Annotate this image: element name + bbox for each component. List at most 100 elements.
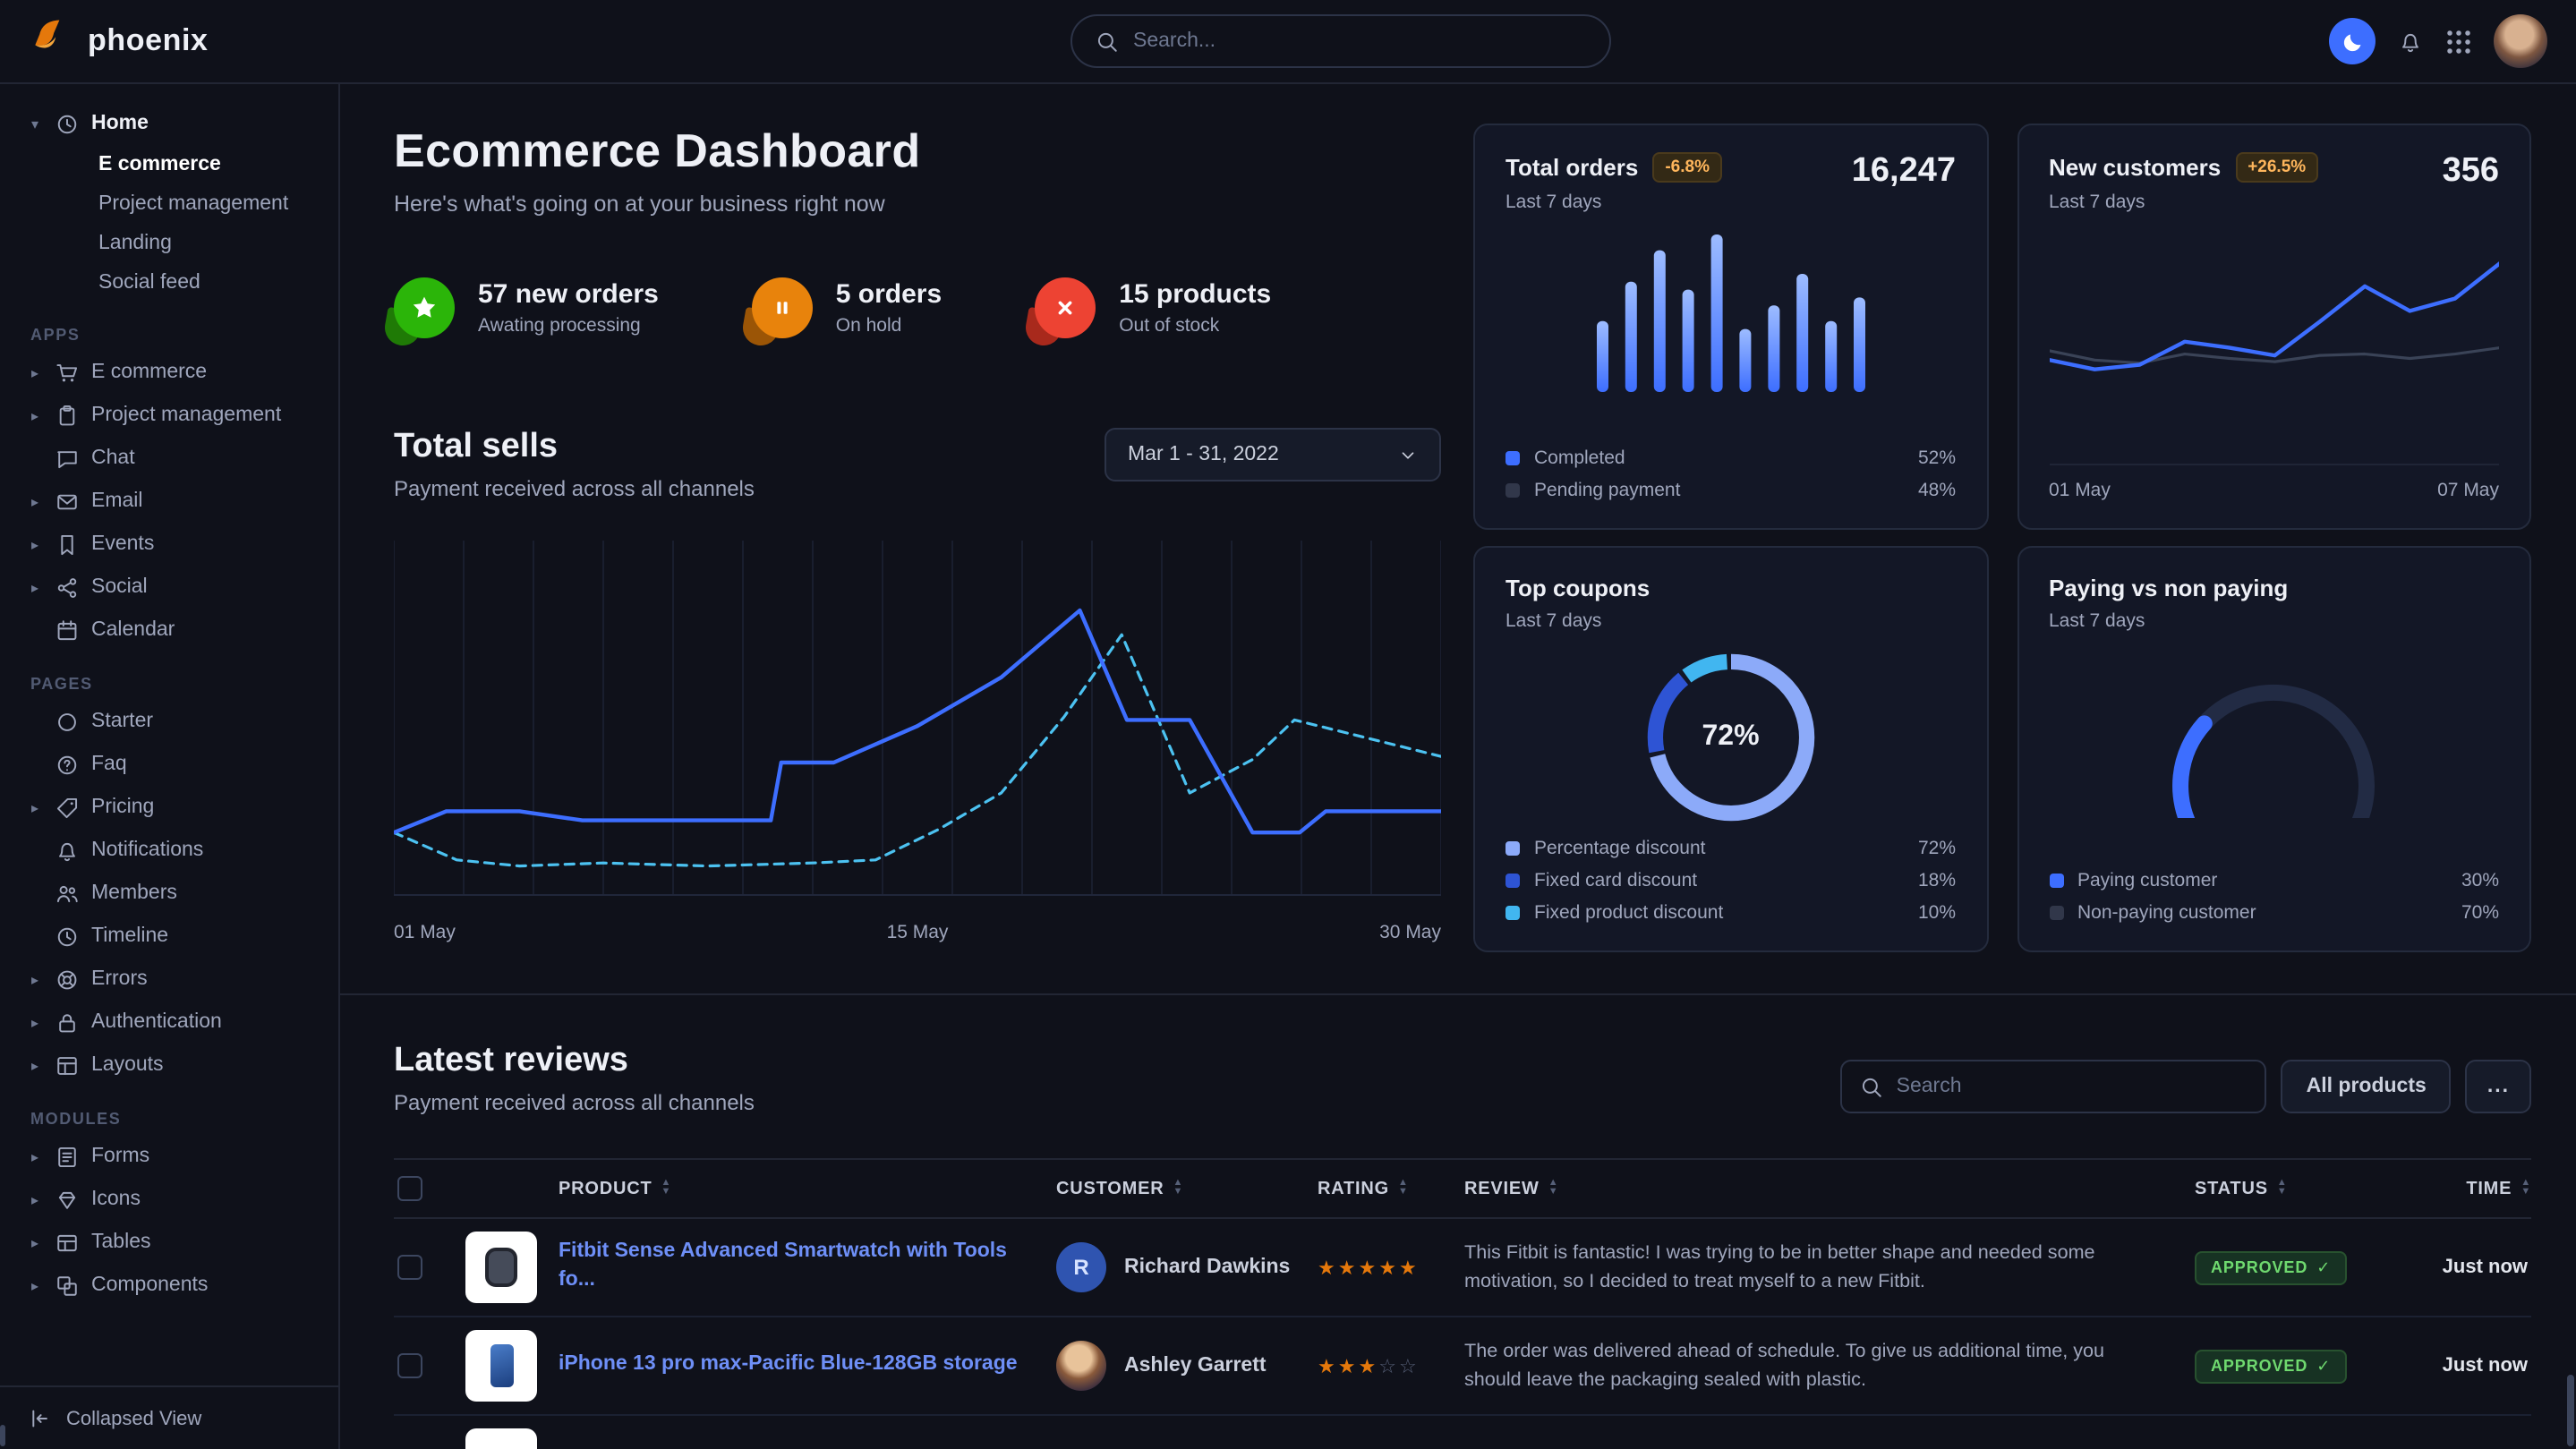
mail-icon <box>55 490 79 513</box>
sidebar: ▾ Home E commerce Project management Lan… <box>0 84 340 1449</box>
x-icon <box>1035 277 1096 338</box>
sort-icon: ▲▼ <box>661 1180 672 1198</box>
puzzle-icon <box>55 1274 79 1297</box>
review-row: Fitbit Sense Advanced Smartwatch with To… <box>394 1219 2531 1317</box>
page-subtitle: Here's what's going on at your business … <box>394 192 1441 217</box>
phone-image <box>490 1344 513 1387</box>
circle-icon <box>55 710 79 733</box>
user-avatar[interactable] <box>2494 14 2547 68</box>
product-link[interactable]: iPhone 13 pro max-Pacific Blue-128GB sto… <box>559 1351 1050 1379</box>
form-icon <box>55 1145 79 1168</box>
share-icon <box>55 575 79 599</box>
product-link[interactable]: Fitbit Sense Advanced Smartwatch with To… <box>559 1240 1056 1295</box>
new-customers-value: 356 <box>2443 152 2499 192</box>
column-header-time[interactable]: TIME▲▼ <box>2466 1179 2531 1198</box>
column-header-status[interactable]: STATUS▲▼ <box>2195 1179 2406 1198</box>
sidebar-item-calendar[interactable]: Calendar <box>16 609 322 652</box>
review-text: The order was delivered ahead of schedul… <box>1464 1337 2195 1395</box>
clock-icon <box>55 925 79 948</box>
more-options-button[interactable]: ... <box>2466 1060 2531 1113</box>
apps-grid-button[interactable] <box>2445 29 2470 54</box>
gem-icon <box>55 1188 79 1211</box>
sidebar-item-faq[interactable]: Faq <box>16 743 322 786</box>
column-header-rating[interactable]: RATING▲▼ <box>1318 1179 1464 1198</box>
sidebar-item-layouts[interactable]: ▸ Layouts <box>16 1044 322 1087</box>
caret-right-icon: ▸ <box>27 493 43 509</box>
top-coupons-card: Top coupons Last 7 days 72% Percentage d… <box>1473 546 1988 952</box>
customer-name: Ashley Garrett <box>1124 1355 1267 1377</box>
sidebar-item-chat[interactable]: Chat <box>16 437 322 480</box>
layout-icon <box>55 1053 79 1077</box>
cart-icon <box>55 361 79 384</box>
sidebar-item-e-commerce-dashboard[interactable]: E commerce <box>16 145 322 184</box>
lifebuoy-icon <box>55 967 79 991</box>
check-icon: ✓ <box>2316 1258 2331 1278</box>
column-header-product[interactable]: PRODUCT▲▼ <box>465 1179 1056 1198</box>
new-customers-line-chart <box>2049 231 2499 417</box>
sidebar-item-social-feed[interactable]: Social feed <box>16 263 322 303</box>
column-header-review[interactable]: REVIEW▲▼ <box>1464 1179 2195 1198</box>
new-customers-card: New customers +26.5% Last 7 days 356 01 … <box>2017 124 2531 530</box>
select-all-checkbox[interactable] <box>397 1176 422 1201</box>
legend-item: Paying customer 30% <box>2049 870 2499 891</box>
customer-cell: R Richard Dawkins <box>1056 1242 1318 1292</box>
sidebar-item-notifications[interactable]: Notifications <box>16 829 322 872</box>
legend-item: Fixed product discount 10% <box>1506 902 1956 924</box>
collapse-icon <box>27 1407 50 1430</box>
total-orders-card: Total orders -6.8% Last 7 days 16,247 <box>1473 124 1988 530</box>
x-axis-labels: 01 May 15 May 30 May <box>394 922 1441 943</box>
sidebar-item-social[interactable]: ▸ Social <box>16 566 322 609</box>
sidebar-item-landing[interactable]: Landing <box>16 224 322 263</box>
sidebar-item-authentication[interactable]: ▸ Authentication <box>16 1001 322 1044</box>
sidebar-item-timeline[interactable]: Timeline <box>16 915 322 958</box>
table-icon <box>55 1231 79 1254</box>
sidebar-item-project-management-app[interactable]: ▸ Project management <box>16 394 322 437</box>
trend-badge: +26.5% <box>2235 152 2318 183</box>
sidebar-item-project-management-dashboard[interactable]: Project management <box>16 184 322 224</box>
review-text: This Fitbit is fantastic! I was trying t… <box>1464 1239 2195 1297</box>
sidebar-item-components[interactable]: ▸ Components <box>16 1264 322 1307</box>
sidebar-item-pricing[interactable]: ▸ Pricing <box>16 786 322 829</box>
sidebar-item-errors[interactable]: ▸ Errors <box>16 958 322 1001</box>
sidebar-item-icons[interactable]: ▸ Icons <box>16 1178 322 1221</box>
row-checkbox[interactable] <box>397 1255 422 1280</box>
chat-icon <box>55 447 79 470</box>
caret-right-icon: ▸ <box>27 1057 43 1073</box>
notifications-button[interactable] <box>2399 30 2422 53</box>
legend-item: Non-paying customer 70% <box>2049 902 2499 924</box>
all-products-button[interactable]: All products <box>2282 1060 2452 1113</box>
lock-icon <box>55 1010 79 1034</box>
latest-reviews-section: Latest reviews Payment received across a… <box>394 995 2531 1449</box>
global-search-input[interactable] <box>1133 30 1586 52</box>
paying-vs-non-paying-card: Paying vs non paying Last 7 days Paying … <box>2017 546 2531 952</box>
sidebar-item-members[interactable]: Members <box>16 872 322 915</box>
stats-row: 57 new orders Awating processing 5 order… <box>394 277 1441 338</box>
collapse-view-toggle[interactable]: Collapsed View <box>0 1385 338 1449</box>
sort-icon: ▲▼ <box>2277 1180 2288 1198</box>
sidebar-item-home[interactable]: ▾ Home <box>16 102 322 145</box>
sidebar-section-modules: MODULES <box>30 1110 322 1128</box>
bookmark-icon <box>55 533 79 556</box>
reviews-table: PRODUCT▲▼ CUSTOMER▲▼ RATING▲▼ REVIEW▲▼ S… <box>394 1158 2531 1449</box>
row-checkbox[interactable] <box>397 1353 422 1378</box>
sidebar-item-starter[interactable]: Starter <box>16 700 322 743</box>
sidebar-item-tables[interactable]: ▸ Tables <box>16 1221 322 1264</box>
sidebar-item-events[interactable]: ▸ Events <box>16 523 322 566</box>
reviews-search-input[interactable] <box>1897 1076 2248 1097</box>
sidebar-item-email[interactable]: ▸ Email <box>16 480 322 523</box>
column-header-customer[interactable]: CUSTOMER▲▼ <box>1056 1179 1318 1198</box>
sidebar-item-e-commerce-app[interactable]: ▸ E commerce <box>16 351 322 394</box>
caret-right-icon: ▸ <box>27 407 43 423</box>
page-scrollbar-thumb[interactable] <box>2567 1375 2574 1446</box>
date-range-select[interactable]: Mar 1 - 31, 2022 <box>1105 428 1441 482</box>
review-row: iPhone 13 pro max-Pacific Blue-128GB sto… <box>394 1317 2531 1416</box>
stat-out-of-stock: 15 products Out of stock <box>1035 277 1271 338</box>
sidebar-scrollbar-thumb[interactable] <box>0 1425 5 1446</box>
sort-icon: ▲▼ <box>1548 1180 1559 1198</box>
reviews-search[interactable] <box>1841 1060 2267 1113</box>
sidebar-item-forms[interactable]: ▸ Forms <box>16 1135 322 1178</box>
global-search[interactable] <box>1070 14 1611 68</box>
brand[interactable]: phoenix <box>29 14 209 68</box>
caret-right-icon: ▸ <box>27 1277 43 1293</box>
theme-toggle-button[interactable] <box>2329 18 2376 64</box>
